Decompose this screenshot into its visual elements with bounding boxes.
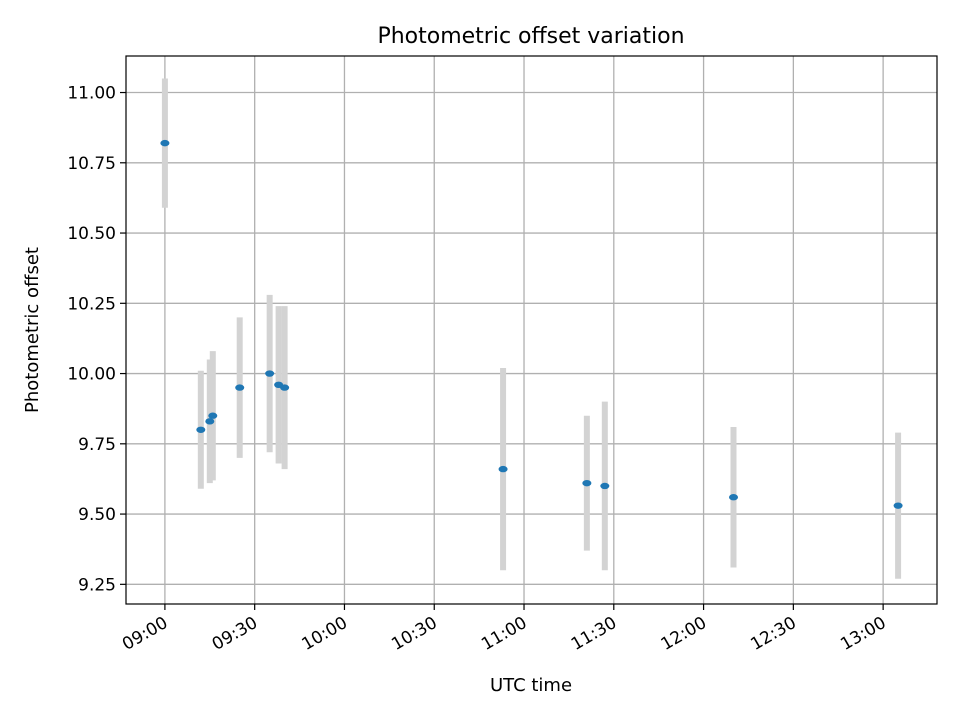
y-axis-label: Photometric offset xyxy=(22,247,43,413)
data-point xyxy=(265,370,275,377)
x-axis-label: UTC time xyxy=(490,675,572,696)
data-point xyxy=(235,384,245,391)
y-tick-label: 10.75 xyxy=(67,154,116,174)
y-tick-label: 10.25 xyxy=(67,294,116,314)
y-tick-label: 10.00 xyxy=(67,365,116,385)
data-point xyxy=(498,465,508,473)
plot-frame xyxy=(125,55,938,605)
data-points xyxy=(160,139,903,509)
data-point xyxy=(600,482,610,490)
data-point xyxy=(160,139,170,147)
data-point xyxy=(582,479,592,487)
data-point xyxy=(205,418,215,425)
data-point xyxy=(893,502,903,509)
data-point xyxy=(208,412,218,419)
y-tick-label: 9.25 xyxy=(78,575,116,595)
data-point xyxy=(280,384,290,391)
data-point xyxy=(729,494,739,501)
data-point xyxy=(196,426,206,433)
grid xyxy=(126,56,937,604)
y-axis-ticks: 9.25 9.50 9.75 10.00 10.25 10.50 10.75 11.00 xyxy=(67,84,126,595)
y-tick-label: 9.50 xyxy=(78,505,116,525)
y-tick-label: 9.75 xyxy=(78,435,116,455)
chart-title: Photometric offset variation xyxy=(377,24,684,49)
y-tick-label: 11.00 xyxy=(67,84,116,104)
y-tick-label: 10.50 xyxy=(67,224,116,244)
